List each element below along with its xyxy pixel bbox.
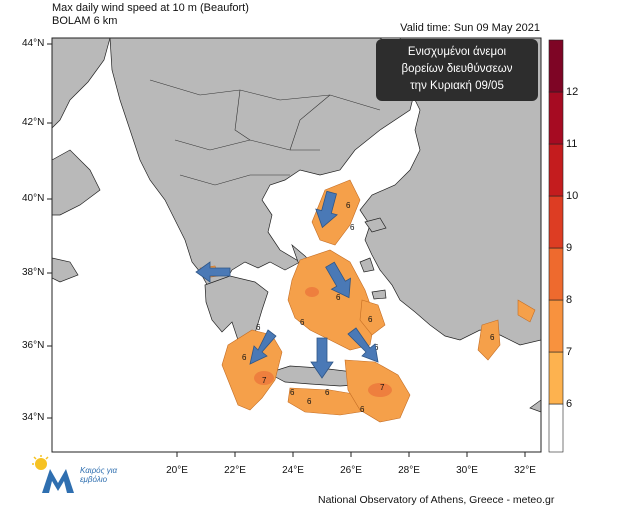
map-label: 6 [256,323,261,332]
logo-caption-line: εμβόλιο [80,475,108,484]
map-label: 6 [300,318,305,327]
colorbar-label: 6 [566,398,573,410]
map-title: Max daily wind speed at 10 m (Beaufort) [52,2,249,14]
lon-label: 24°E [282,465,304,476]
map-label: 6 [368,315,373,324]
credit-footer: National Observatory of Athens, Greece -… [318,494,555,506]
lat-label: 42°N [22,117,45,128]
map-label: 6 [307,397,312,406]
annotation-line: Ενισχυμένοι άνεμοι [407,46,507,58]
arrow-southwest [249,329,277,365]
arrow-ionian [195,261,231,283]
lon-label: 26°E [340,465,362,476]
map-label: 6 [360,405,365,414]
lon-label: 28°E [398,465,420,476]
map-label: 6 [290,388,295,397]
logo-caption: Καιρός για εμβόλιο [80,466,117,484]
colorbar-label: 7 [566,346,573,358]
annotation-box: Ενισχυμένοι άνεμοι βορείων διευθύνσεων τ… [376,39,538,101]
arrow-southeast [347,327,379,363]
map-label: 6 [374,343,379,352]
colorbar-label: 11 [566,138,578,150]
map-label: 6 [242,353,247,362]
lat-label: 40°N [22,193,45,204]
colorbar [548,39,564,453]
colorbar-label: 12 [566,86,579,98]
valid-time: Valid time: Sun 09 May 2021 [400,22,540,34]
lon-label: 32°E [514,465,536,476]
arrow-central-aegean [325,261,351,299]
colorbar-label: 9 [566,242,573,254]
meteo-logo-icon [32,455,74,493]
wind-area-6 [199,179,536,423]
map-label: 7 [380,383,385,392]
map-label: 6 [490,333,495,342]
map-label: 6 [350,223,355,232]
lat-label: 38°N [22,267,45,278]
model-name: BOLAM 6 km [52,15,118,27]
map-label: 6 [325,388,330,397]
lat-label: 34°N [22,412,45,423]
logo-caption-line: Καιρός για [80,466,118,475]
land [52,38,541,413]
annotation-line: την Κυριακή 09/05 [410,80,504,92]
lat-label: 44°N [22,38,45,49]
lat-label: 36°N [22,340,45,351]
map-label: 6 [336,293,341,302]
map-label: 7 [262,376,267,385]
lon-label: 20°E [166,465,188,476]
lon-label: 30°E [456,465,478,476]
wind-area-7 [254,287,392,397]
annotation-line: βορείων διευθύνσεων [401,63,513,75]
colorbar-label: 10 [566,190,579,202]
arrow-north-aegean [315,190,338,229]
arrow-crete-north [310,337,334,379]
map-label: 6 [346,201,351,210]
wind-arrows [195,190,379,379]
colorbar-label: 8 [566,294,573,306]
lon-label: 22°E [224,465,246,476]
